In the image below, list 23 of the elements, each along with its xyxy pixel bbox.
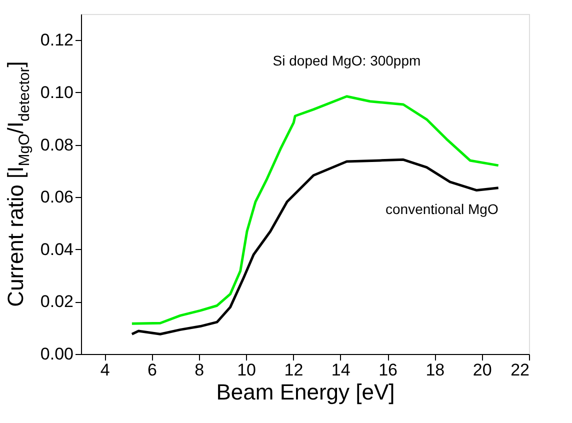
x-tick-label: 22 xyxy=(510,360,530,380)
line-series xyxy=(130,158,500,336)
x-tick-label: 8 xyxy=(194,360,204,380)
x-tick-label: 6 xyxy=(148,360,157,380)
y-tick-label: 0.04 xyxy=(40,240,74,259)
series-label: conventional MgO xyxy=(386,200,498,217)
y-tick-label: 0.06 xyxy=(40,188,74,207)
x-tick-label: 18 xyxy=(426,360,445,380)
x-tick-label: 20 xyxy=(472,360,492,380)
x-tick-label: 4 xyxy=(100,360,110,380)
y-tick-label: 0.08 xyxy=(40,135,74,154)
x-tick-label: 14 xyxy=(331,360,350,380)
text: Si doped MgO: 300ppm xyxy=(272,52,421,68)
y-tick-label: 0.10 xyxy=(40,82,74,102)
x-tick-label: 10 xyxy=(237,360,256,380)
y-tick-label: 0.12 xyxy=(40,30,74,50)
x-tick-label: 12 xyxy=(284,360,304,380)
y-tick-label: 0.02 xyxy=(40,292,74,312)
x-axis-title: Beam Energy [eV] xyxy=(216,380,395,404)
line-series xyxy=(130,95,500,325)
x-tick-label: 16 xyxy=(378,360,398,380)
y-tick-label: 0.00 xyxy=(40,344,74,364)
y-axis-title: Current ratio [IMgO/Idetector] xyxy=(3,61,33,307)
